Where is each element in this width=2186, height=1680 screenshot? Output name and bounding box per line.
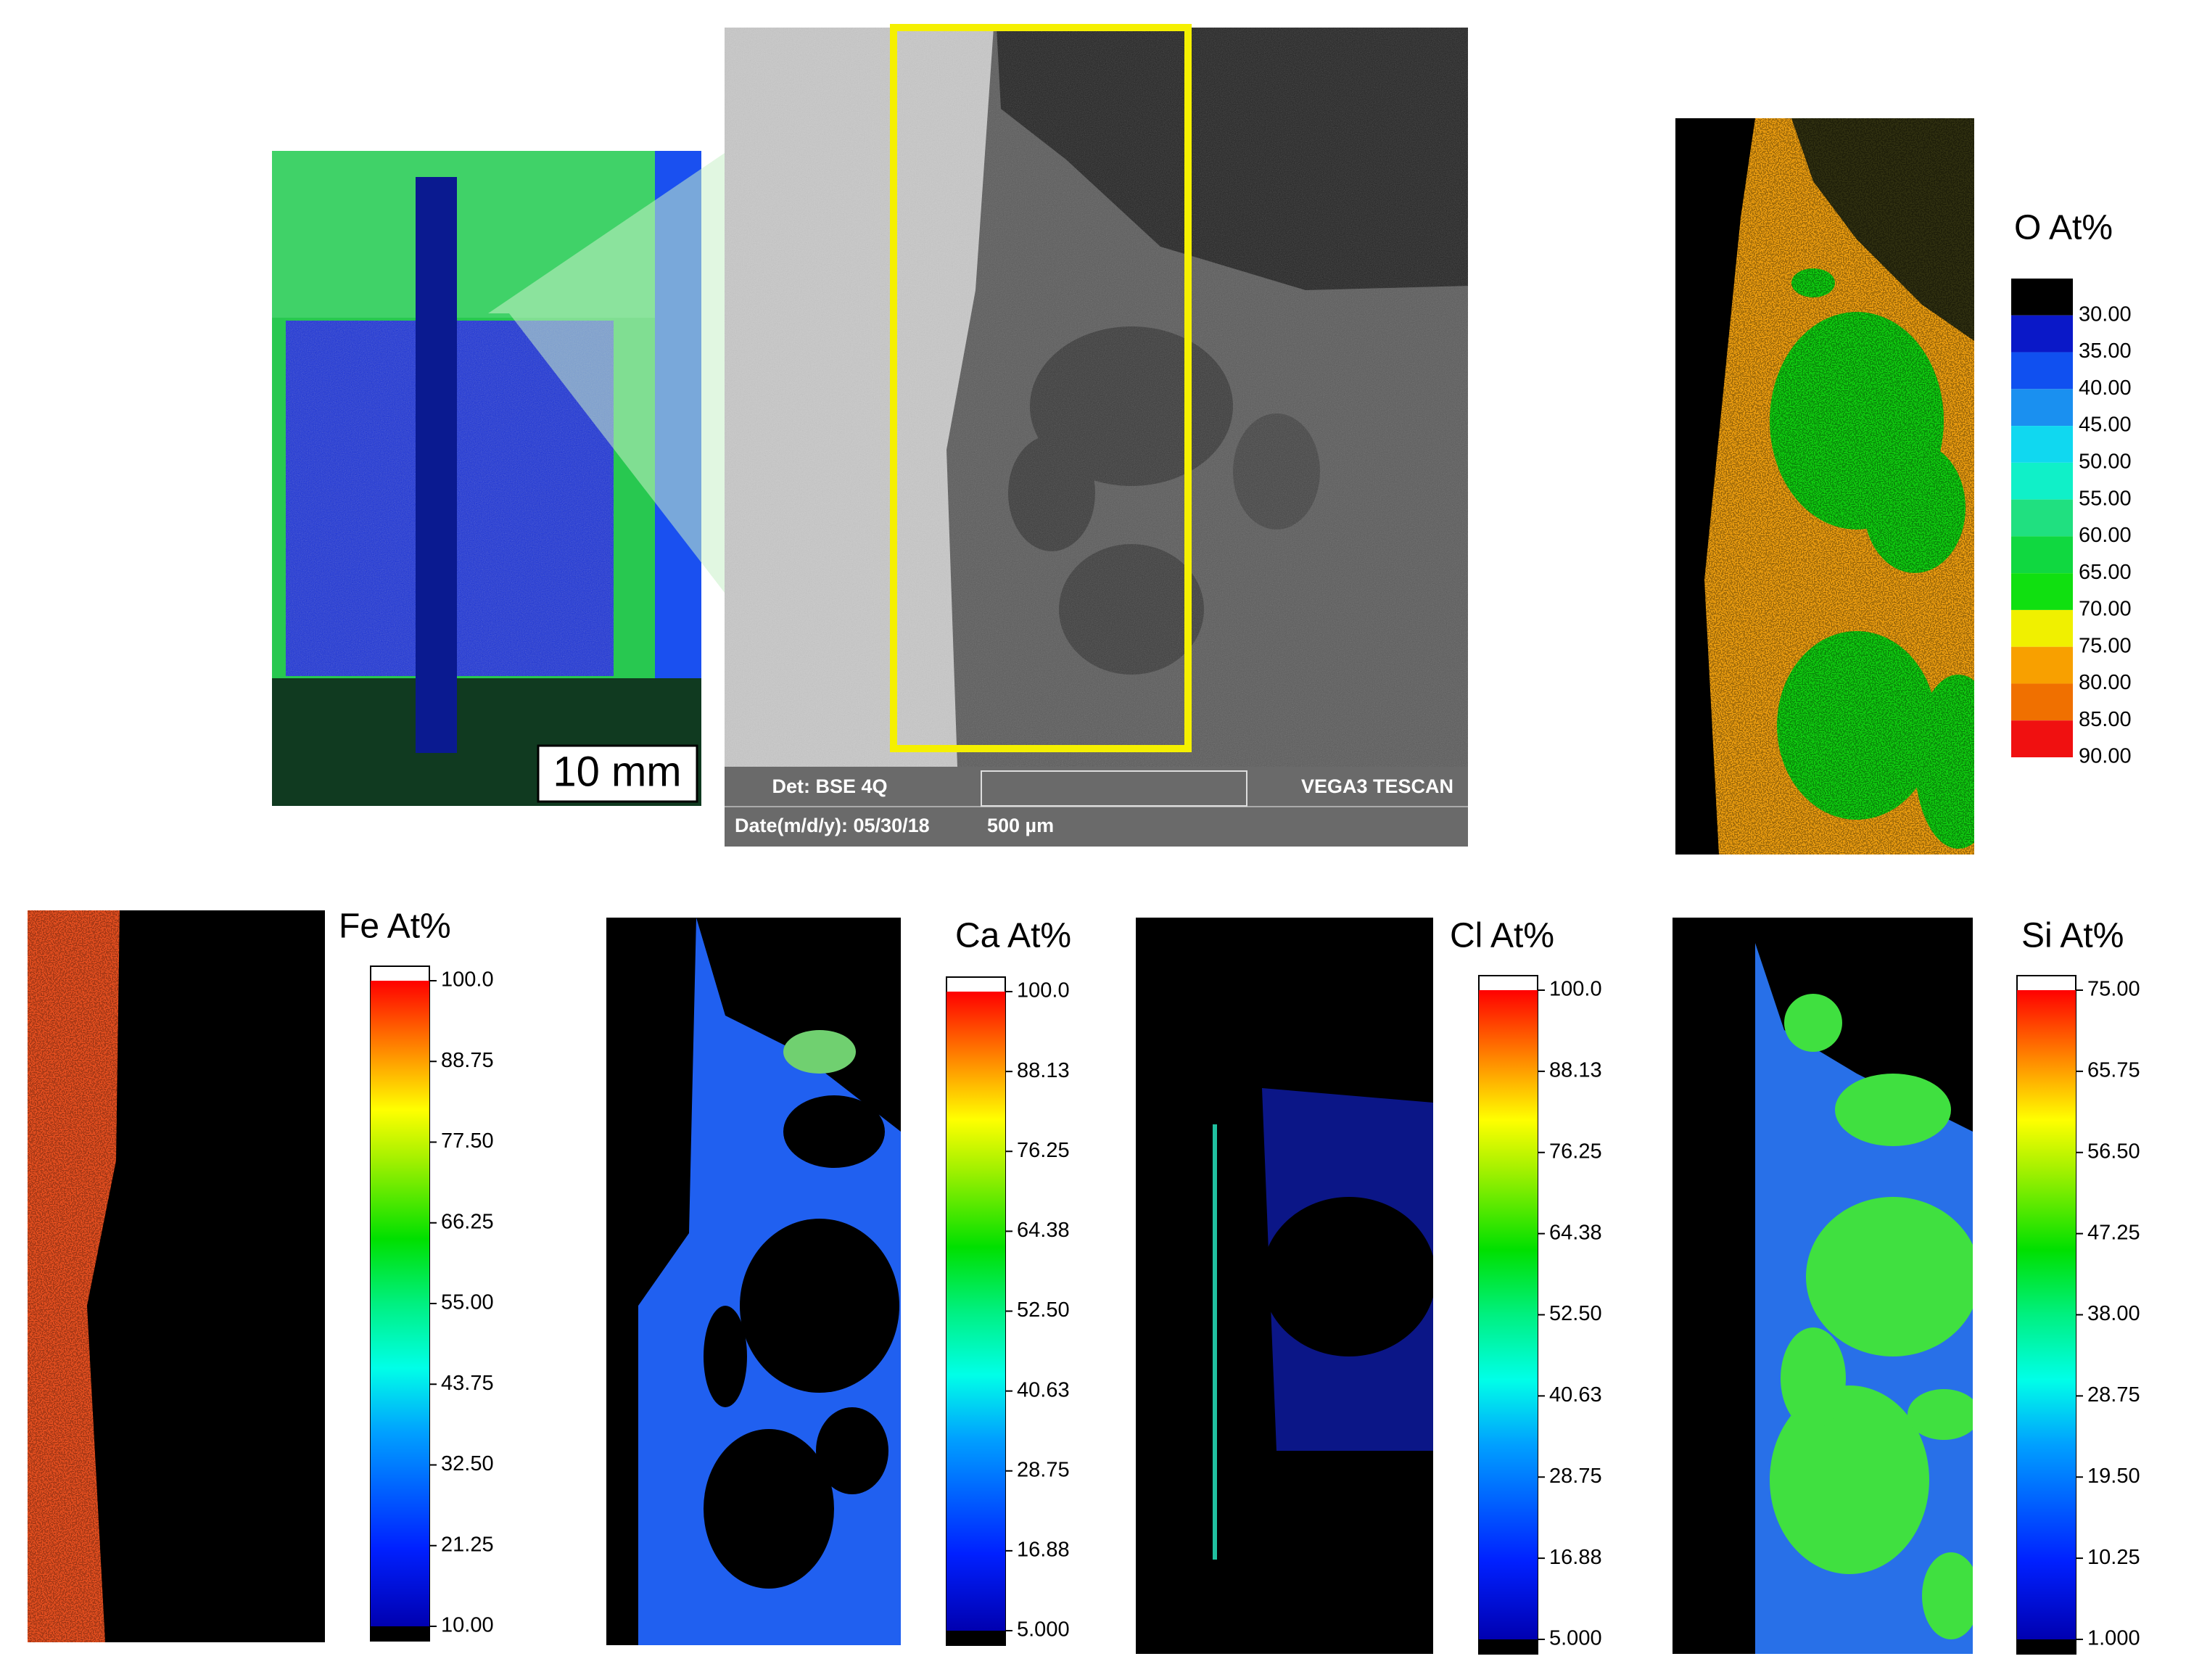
tick-label: 75.00 [2079,634,2132,657]
sem-instrument: VEGA3 TESCAN [1301,775,1453,797]
tick-label: 77.50 [441,1129,494,1153]
si-map [1673,918,1973,1654]
tick-label: 40.63 [1549,1383,1602,1407]
tick-label: 65.00 [2079,561,2132,584]
tick-label: 66.25 [441,1210,494,1233]
colorbar-segment [2011,609,2073,647]
colorbar-bottom [1479,1639,1538,1654]
tick-label: 45.00 [2079,413,2132,437]
tick-label: 88.13 [1017,1059,1070,1082]
tick-label: 75.00 [2087,978,2140,1001]
tick-label: 1.000 [2087,1627,2140,1650]
tick-label: 64.38 [1549,1221,1602,1244]
colorbar [946,992,1005,1631]
tick-label: 100.0 [1549,978,1602,1001]
colorbar-segment [2011,646,2073,684]
colorbar-segment [2011,573,2073,610]
tick-label: 28.75 [1549,1465,1602,1488]
ca-map [606,918,901,1645]
tick-label: 38.00 [2087,1302,2140,1325]
colorbar-segment [2011,720,2073,757]
colorbar-segment [2011,426,2073,463]
tick-label: 64.38 [1017,1219,1070,1242]
tick-label: 16.88 [1017,1539,1070,1562]
colorbar-segment [2011,315,2073,353]
tick-label: 35.00 [2079,339,2132,363]
colorbar-segment [2011,462,2073,500]
tick-label: 5.000 [1549,1627,1602,1650]
colorbar [371,981,429,1626]
map-title: Si At% [2021,917,2124,955]
tick-label: 52.50 [1549,1302,1602,1325]
colorbar-segment [2011,352,2073,390]
tick-label: 40.63 [1017,1378,1070,1401]
colorbar [1479,990,1538,1639]
colorbar-segment [2011,499,2073,537]
tick-label: 16.88 [1549,1546,1602,1569]
tick-label: 60.00 [2079,524,2132,547]
tick-label: 10.00 [441,1614,494,1637]
tick-label: 21.25 [441,1533,494,1556]
map-title: O At% [2014,209,2113,247]
tick-label: 40.00 [2079,376,2132,400]
tick-label: 28.75 [1017,1458,1070,1481]
tick-label: 10.25 [2087,1546,2140,1569]
colorbar-segment [2011,389,2073,427]
tick-label: 88.75 [441,1049,494,1072]
photo: 10 mm [272,151,725,806]
tick-label: 43.75 [441,1372,494,1395]
tick-label: 19.50 [2087,1465,2140,1488]
sem-scale: 500 µm [987,815,1054,836]
tick-label: 80.00 [2079,671,2132,694]
tick-label: 50.00 [2079,450,2132,474]
tick-label: 100.0 [441,968,494,992]
colorbar-top [2011,279,2073,316]
tick-label: 47.25 [2087,1221,2140,1244]
tick-label: 52.50 [1017,1298,1070,1322]
tick-label: 76.25 [1017,1139,1070,1162]
tick-label: 88.13 [1549,1059,1602,1082]
map-title: Cl At% [1450,917,1554,955]
tick-label: 55.00 [441,1291,494,1314]
tick-label: 85.00 [2079,708,2132,731]
tick-label: 100.0 [1017,979,1070,1002]
tick-label: 76.25 [1549,1140,1602,1163]
tick-label: 28.75 [2087,1383,2140,1407]
tick-label: 65.75 [2087,1059,2140,1082]
colorbar-bottom [371,1626,429,1641]
sem-date: Date(m/d/y): 05/30/18 [735,815,930,836]
colorbar [2017,990,2076,1639]
tick-label: 30.00 [2079,302,2132,326]
fe-map [28,910,325,1642]
scale-label: 10 mm [553,748,681,795]
o-map [1675,118,1974,855]
tick-label: 70.00 [2079,598,2132,621]
colorbar-segment [2011,683,2073,721]
map-title: Fe At% [339,907,451,946]
tick-label: 90.00 [2079,745,2132,768]
tick-label: 56.50 [2087,1140,2140,1163]
sem-detector: Det: BSE 4Q [772,775,887,797]
colorbar-bottom [946,1631,1005,1645]
tick-label: 32.50 [441,1452,494,1475]
tick-label: 55.00 [2079,487,2132,510]
cl-map [1136,918,1433,1654]
sem-image: Det: BSE 4Q VEGA3 TESCAN Date(m/d/y): 05… [725,24,1468,847]
map-title: Ca At% [955,917,1071,955]
colorbar-bottom [2017,1639,2076,1654]
colorbar-segment [2011,536,2073,574]
tick-label: 5.000 [1017,1618,1070,1642]
